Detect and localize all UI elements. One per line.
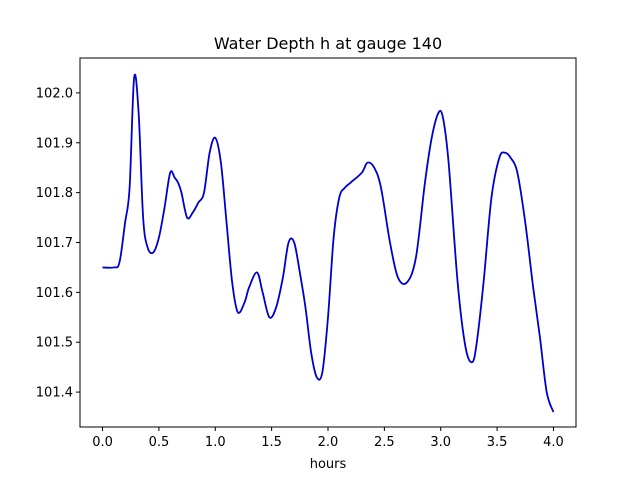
y-tick-label: 101.7 [36, 236, 73, 251]
x-tick-label: 3.0 [430, 435, 451, 450]
chart-title: Water Depth h at gauge 140 [214, 34, 442, 53]
x-axis-label: hours [310, 457, 347, 472]
x-tick-label: 4.0 [543, 435, 564, 450]
x-tick-label: 2.5 [374, 435, 395, 450]
x-tick-label: 1.5 [261, 435, 282, 450]
y-tick-label: 101.5 [36, 336, 73, 351]
y-tick-label: 101.4 [36, 386, 73, 401]
y-tick-label: 101.9 [36, 136, 73, 151]
x-axis: 0.0 0.5 1.0 1.5 2.0 2.5 3.0 3.5 4.0 [92, 427, 564, 450]
plot-area-frame [79, 57, 577, 428]
series-layer [102, 73, 555, 413]
x-tick-label: 0.5 [149, 435, 170, 450]
series-line [102, 73, 555, 413]
y-tick-label: 101.6 [36, 286, 73, 301]
x-tick-label: 0.0 [92, 435, 113, 450]
x-tick-label: 3.5 [487, 435, 508, 450]
x-tick-label: 2.0 [318, 435, 339, 450]
y-axis: 101.4 101.5 101.6 101.7 101.8 101.9 102.0 [36, 86, 80, 401]
x-tick-label: 1.0 [205, 435, 226, 450]
y-tick-label: 102.0 [36, 86, 73, 101]
y-tick-label: 101.8 [36, 186, 73, 201]
